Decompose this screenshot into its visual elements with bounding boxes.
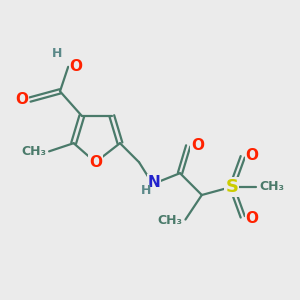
Text: CH₃: CH₃ bbox=[158, 214, 183, 227]
Text: O: O bbox=[245, 148, 259, 163]
Text: O: O bbox=[70, 59, 83, 74]
Text: H: H bbox=[141, 184, 151, 197]
Text: N: N bbox=[148, 175, 160, 190]
Text: O: O bbox=[89, 155, 102, 170]
Text: O: O bbox=[16, 92, 28, 107]
Text: CH₃: CH₃ bbox=[21, 145, 46, 158]
Text: CH₃: CH₃ bbox=[259, 180, 284, 193]
Text: O: O bbox=[191, 138, 204, 153]
Text: O: O bbox=[245, 211, 259, 226]
Text: S: S bbox=[225, 178, 238, 196]
Text: H: H bbox=[52, 47, 62, 60]
